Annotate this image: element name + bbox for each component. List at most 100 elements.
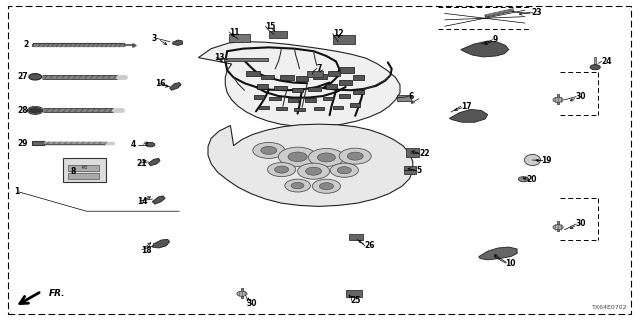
Polygon shape — [198, 42, 400, 127]
Text: 12: 12 — [333, 29, 343, 38]
Circle shape — [553, 97, 563, 102]
Circle shape — [319, 183, 333, 190]
Circle shape — [312, 179, 340, 193]
Circle shape — [261, 147, 277, 155]
Bar — [328, 71, 340, 76]
Polygon shape — [152, 239, 170, 248]
Text: 22: 22 — [419, 149, 429, 158]
Text: 2: 2 — [23, 40, 28, 49]
Text: 17: 17 — [461, 102, 472, 111]
Bar — [353, 75, 364, 80]
Bar — [229, 34, 250, 42]
Text: 1: 1 — [14, 188, 19, 196]
Circle shape — [237, 291, 247, 296]
Polygon shape — [148, 158, 160, 166]
Bar — [246, 71, 260, 76]
Bar — [292, 88, 303, 92]
Bar — [68, 165, 99, 171]
Text: 7: 7 — [317, 64, 322, 73]
Bar — [397, 95, 411, 101]
Bar — [339, 94, 350, 98]
Text: 8: 8 — [70, 167, 76, 176]
Circle shape — [590, 65, 600, 70]
Circle shape — [28, 107, 43, 114]
Bar — [346, 290, 362, 297]
Bar — [333, 106, 343, 109]
Bar — [224, 58, 268, 61]
Circle shape — [553, 225, 563, 230]
Bar — [349, 234, 363, 240]
Circle shape — [275, 166, 289, 173]
Text: 28: 28 — [17, 106, 28, 115]
Circle shape — [288, 152, 307, 162]
Bar — [259, 106, 269, 109]
Bar — [307, 71, 323, 77]
Bar — [351, 103, 360, 107]
Polygon shape — [152, 196, 165, 204]
Circle shape — [268, 163, 296, 177]
Text: 24: 24 — [602, 57, 612, 66]
Text: 18: 18 — [141, 246, 152, 255]
Text: #8: #8 — [81, 165, 88, 170]
Polygon shape — [449, 109, 488, 122]
Bar — [313, 74, 327, 79]
Circle shape — [291, 182, 304, 189]
Bar — [63, 158, 106, 182]
Bar — [280, 75, 294, 80]
Bar — [404, 166, 416, 174]
Bar — [333, 35, 355, 44]
Bar — [296, 76, 308, 81]
Text: 30: 30 — [576, 92, 586, 101]
Polygon shape — [208, 124, 413, 206]
Text: 10: 10 — [506, 260, 516, 268]
Text: 27: 27 — [17, 72, 28, 81]
Bar — [254, 95, 264, 99]
Text: FR.: FR. — [49, 289, 66, 298]
Polygon shape — [170, 83, 181, 90]
Text: 25: 25 — [351, 296, 361, 305]
Text: 5: 5 — [416, 166, 421, 175]
Text: 29: 29 — [18, 139, 28, 148]
Bar — [269, 31, 287, 38]
Ellipse shape — [525, 155, 540, 166]
Text: 30: 30 — [576, 220, 586, 228]
Polygon shape — [479, 247, 517, 260]
Circle shape — [306, 167, 322, 175]
Polygon shape — [173, 40, 182, 45]
Bar — [308, 87, 321, 91]
Text: 14: 14 — [138, 197, 148, 206]
Text: 4: 4 — [131, 140, 136, 149]
Text: 9: 9 — [493, 35, 498, 44]
Circle shape — [330, 163, 358, 177]
Circle shape — [298, 163, 330, 179]
Polygon shape — [461, 41, 509, 57]
Circle shape — [308, 148, 344, 166]
Bar — [326, 84, 337, 89]
Circle shape — [348, 152, 364, 160]
Text: 30: 30 — [246, 299, 257, 308]
Text: 21: 21 — [136, 159, 147, 168]
Text: 13: 13 — [214, 53, 225, 62]
Text: 11: 11 — [229, 28, 239, 36]
Circle shape — [278, 147, 317, 166]
Bar — [276, 107, 287, 110]
Circle shape — [285, 179, 310, 192]
Text: TX64E0702: TX64E0702 — [591, 305, 627, 310]
Text: 23: 23 — [531, 8, 541, 17]
Circle shape — [337, 167, 351, 174]
Bar — [32, 141, 44, 145]
Bar — [406, 148, 419, 157]
Text: 16: 16 — [156, 79, 166, 88]
Bar — [340, 67, 354, 73]
Bar — [257, 84, 268, 89]
Bar — [274, 86, 287, 90]
Text: 6: 6 — [408, 92, 413, 101]
Text: 3: 3 — [152, 34, 157, 43]
Bar — [339, 80, 352, 85]
Text: 20: 20 — [526, 175, 536, 184]
Circle shape — [317, 153, 335, 162]
Text: 19: 19 — [541, 156, 551, 165]
Circle shape — [29, 74, 42, 80]
Bar — [68, 173, 99, 179]
Circle shape — [253, 142, 285, 158]
